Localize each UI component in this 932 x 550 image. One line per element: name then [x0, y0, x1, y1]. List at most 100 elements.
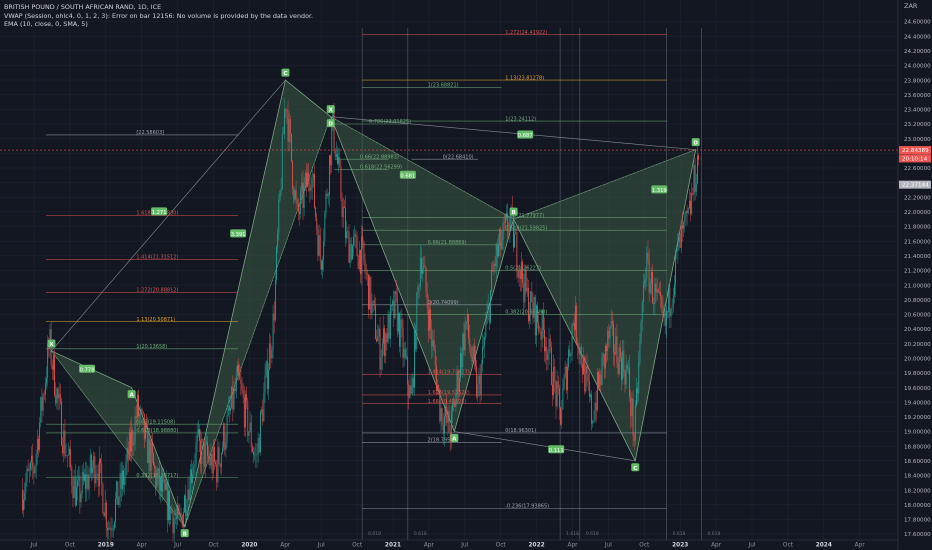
- candle-body: [207, 442, 208, 456]
- candle-body: [542, 310, 544, 330]
- candle-body: [572, 323, 574, 326]
- candle-body: [360, 250, 361, 275]
- candle-body: [110, 527, 112, 531]
- candle-body: [297, 203, 299, 213]
- candle-body: [188, 489, 190, 501]
- candle-body: [547, 353, 549, 360]
- vwap-indicator[interactable]: VWAP (Session, ohlc4, 0, 1, 2, 3): Error…: [4, 11, 314, 20]
- price-tag-label: 22.84389: [902, 148, 929, 154]
- candle-body: [594, 402, 596, 420]
- candle-body: [509, 216, 511, 231]
- candle-body: [253, 451, 254, 455]
- candle-body: [180, 512, 182, 515]
- candle-body: [363, 241, 365, 261]
- candle-body: [103, 512, 105, 517]
- candle-body: [530, 291, 532, 315]
- y-tick-label: 19.00000: [904, 430, 931, 436]
- candle-body: [493, 263, 495, 272]
- candle-body: [304, 173, 306, 185]
- candle-body: [506, 213, 507, 217]
- x-axis[interactable]: Jul Oct 2019 Apr Jul Oct 2020 Apr Jul Oct 2021 Apr J…: [0, 539, 898, 549]
- candle-body: [299, 212, 300, 214]
- candle-body: [577, 342, 579, 349]
- candle-body: [518, 270, 520, 278]
- candle-body: [292, 160, 294, 189]
- fib-level-label: 1(23.24112): [505, 116, 536, 122]
- candle-body: [487, 304, 489, 312]
- candle-body: [653, 302, 655, 304]
- candle-body: [243, 397, 245, 428]
- candle-body: [291, 133, 292, 161]
- candle-body: [111, 529, 113, 531]
- candle-body: [648, 259, 650, 293]
- candle-body: [353, 236, 354, 246]
- fib-level-label: -0.236(17.93865): [505, 504, 549, 510]
- candle-body: [154, 465, 156, 469]
- pattern-points: X A B C D X A B C D: [47, 68, 700, 538]
- candle-body: [579, 347, 581, 355]
- candle-body: [429, 309, 430, 331]
- candle-body: [513, 212, 514, 248]
- candle-body: [549, 338, 551, 348]
- y-tick-label: 21.80000: [904, 225, 931, 231]
- pattern-point-label: B: [511, 210, 515, 216]
- candle-body: [626, 365, 628, 369]
- candle-body: [647, 252, 649, 260]
- candle-body: [274, 279, 276, 321]
- candle-body: [74, 476, 76, 506]
- candle-body: [590, 394, 591, 397]
- candle-body: [224, 425, 226, 450]
- candle-body: [564, 366, 566, 377]
- symbol-title[interactable]: BRITISH POUND / SOUTH AFRICAN RAND, 1D, …: [4, 3, 162, 11]
- x-tick-label: 2021: [385, 543, 401, 549]
- pattern-point-label: A: [129, 393, 134, 399]
- y-tick-label: 22.00000: [904, 210, 931, 216]
- x-tick-label: 2019: [98, 543, 114, 549]
- ratio-label: 0.778: [80, 367, 95, 373]
- candle-body: [416, 292, 418, 350]
- candle-body: [548, 338, 550, 354]
- candle-body: [442, 425, 444, 434]
- candle-body: [454, 402, 456, 408]
- candle-body: [622, 350, 624, 380]
- candle-body: [138, 394, 139, 417]
- pattern-point-bg: [326, 119, 335, 128]
- candle-body: [479, 375, 481, 396]
- candle-body: [88, 475, 90, 490]
- candle-body: [629, 367, 630, 397]
- candle-body: [99, 458, 100, 487]
- candle-body: [84, 474, 85, 481]
- candle-body: [463, 333, 465, 351]
- candle-body: [194, 464, 196, 467]
- candle-body: [148, 439, 150, 464]
- candle-body: [371, 301, 373, 314]
- candle-body: [271, 350, 273, 359]
- candle-body: [532, 302, 534, 318]
- y-axis[interactable]: 17.60000 17.80000 18.00000 18.20000 18.40000…: [897, 0, 931, 550]
- candle-body: [516, 232, 518, 271]
- pattern-point-bg: [281, 68, 290, 77]
- candle-body: [563, 376, 565, 389]
- fib-level-label: 0(22.68410): [443, 154, 474, 160]
- candle-body: [149, 439, 151, 472]
- candle-body: [407, 356, 409, 385]
- candle-body: [556, 381, 558, 407]
- candle-body: [576, 305, 578, 343]
- candle-body: [651, 271, 652, 284]
- candle-body: [189, 469, 191, 501]
- candle-body: [421, 257, 422, 274]
- candle-body: [62, 445, 64, 454]
- candle-body: [615, 336, 617, 355]
- candle-body: [113, 521, 115, 528]
- candle-body: [322, 260, 323, 270]
- candle-body: [533, 297, 535, 318]
- ratio-label-bg: [399, 170, 416, 179]
- candle-body: [233, 388, 235, 410]
- candle-body: [177, 505, 179, 518]
- y-tick-label: 18.20000: [904, 488, 931, 494]
- ema-indicator[interactable]: EMA (10, close, 0, SMA, 5): [4, 20, 88, 29]
- y-tick-label: 24.20000: [904, 49, 931, 55]
- candle-body: [340, 165, 342, 198]
- candle-body: [517, 270, 519, 278]
